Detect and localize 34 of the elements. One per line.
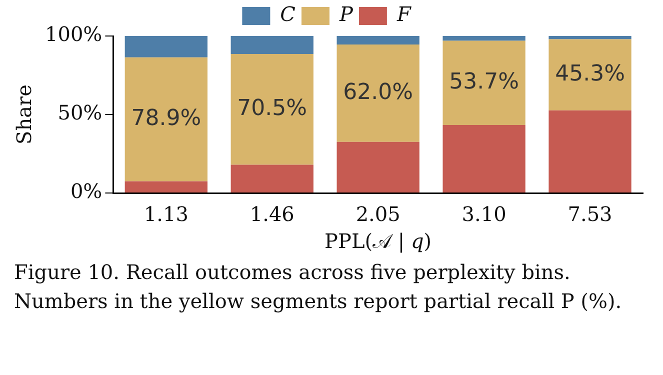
bar <box>548 110 632 192</box>
legend-label: P <box>338 2 354 26</box>
x-tick-label: 7.53 <box>568 202 612 226</box>
caption: Figure 10. Recall outcomes across five perplexity bins. Numbers in the yellow segments report partial recall P (%). <box>14 259 623 315</box>
bar <box>230 54 314 165</box>
bar <box>548 36 632 40</box>
y-tick-label: 100% <box>44 22 102 46</box>
bar <box>230 36 314 54</box>
data-label: 70.5% <box>237 96 308 122</box>
bar <box>336 142 420 192</box>
y-tick-label: 50% <box>58 100 102 125</box>
x-tick-label: 1.46 <box>250 202 294 226</box>
data-label: 78.9% <box>131 106 202 132</box>
bar <box>124 181 208 192</box>
y-tick-label: 0% <box>70 179 102 204</box>
bar <box>548 39 632 110</box>
data-label: 45.3% <box>555 62 625 87</box>
bar <box>336 36 420 44</box>
bar <box>124 57 208 182</box>
x-tick-label: 1.13 <box>144 202 188 226</box>
bar <box>336 44 420 142</box>
x-axis-title: PPL(𝒜 | 𝑞) <box>324 229 432 254</box>
data-label: 62.0% <box>343 80 414 105</box>
x-tick-label: 3.10 <box>462 202 506 226</box>
legend-label: C <box>280 2 296 26</box>
y-axis-title: Share <box>12 84 36 144</box>
data-label: 53.7% <box>449 70 519 95</box>
x-tick-label: 2.05 <box>356 202 400 226</box>
bar <box>442 36 526 41</box>
bar <box>442 40 526 126</box>
bar <box>124 36 208 58</box>
bar <box>230 164 314 192</box>
bar <box>442 125 526 192</box>
legend-label: F <box>396 2 412 26</box>
